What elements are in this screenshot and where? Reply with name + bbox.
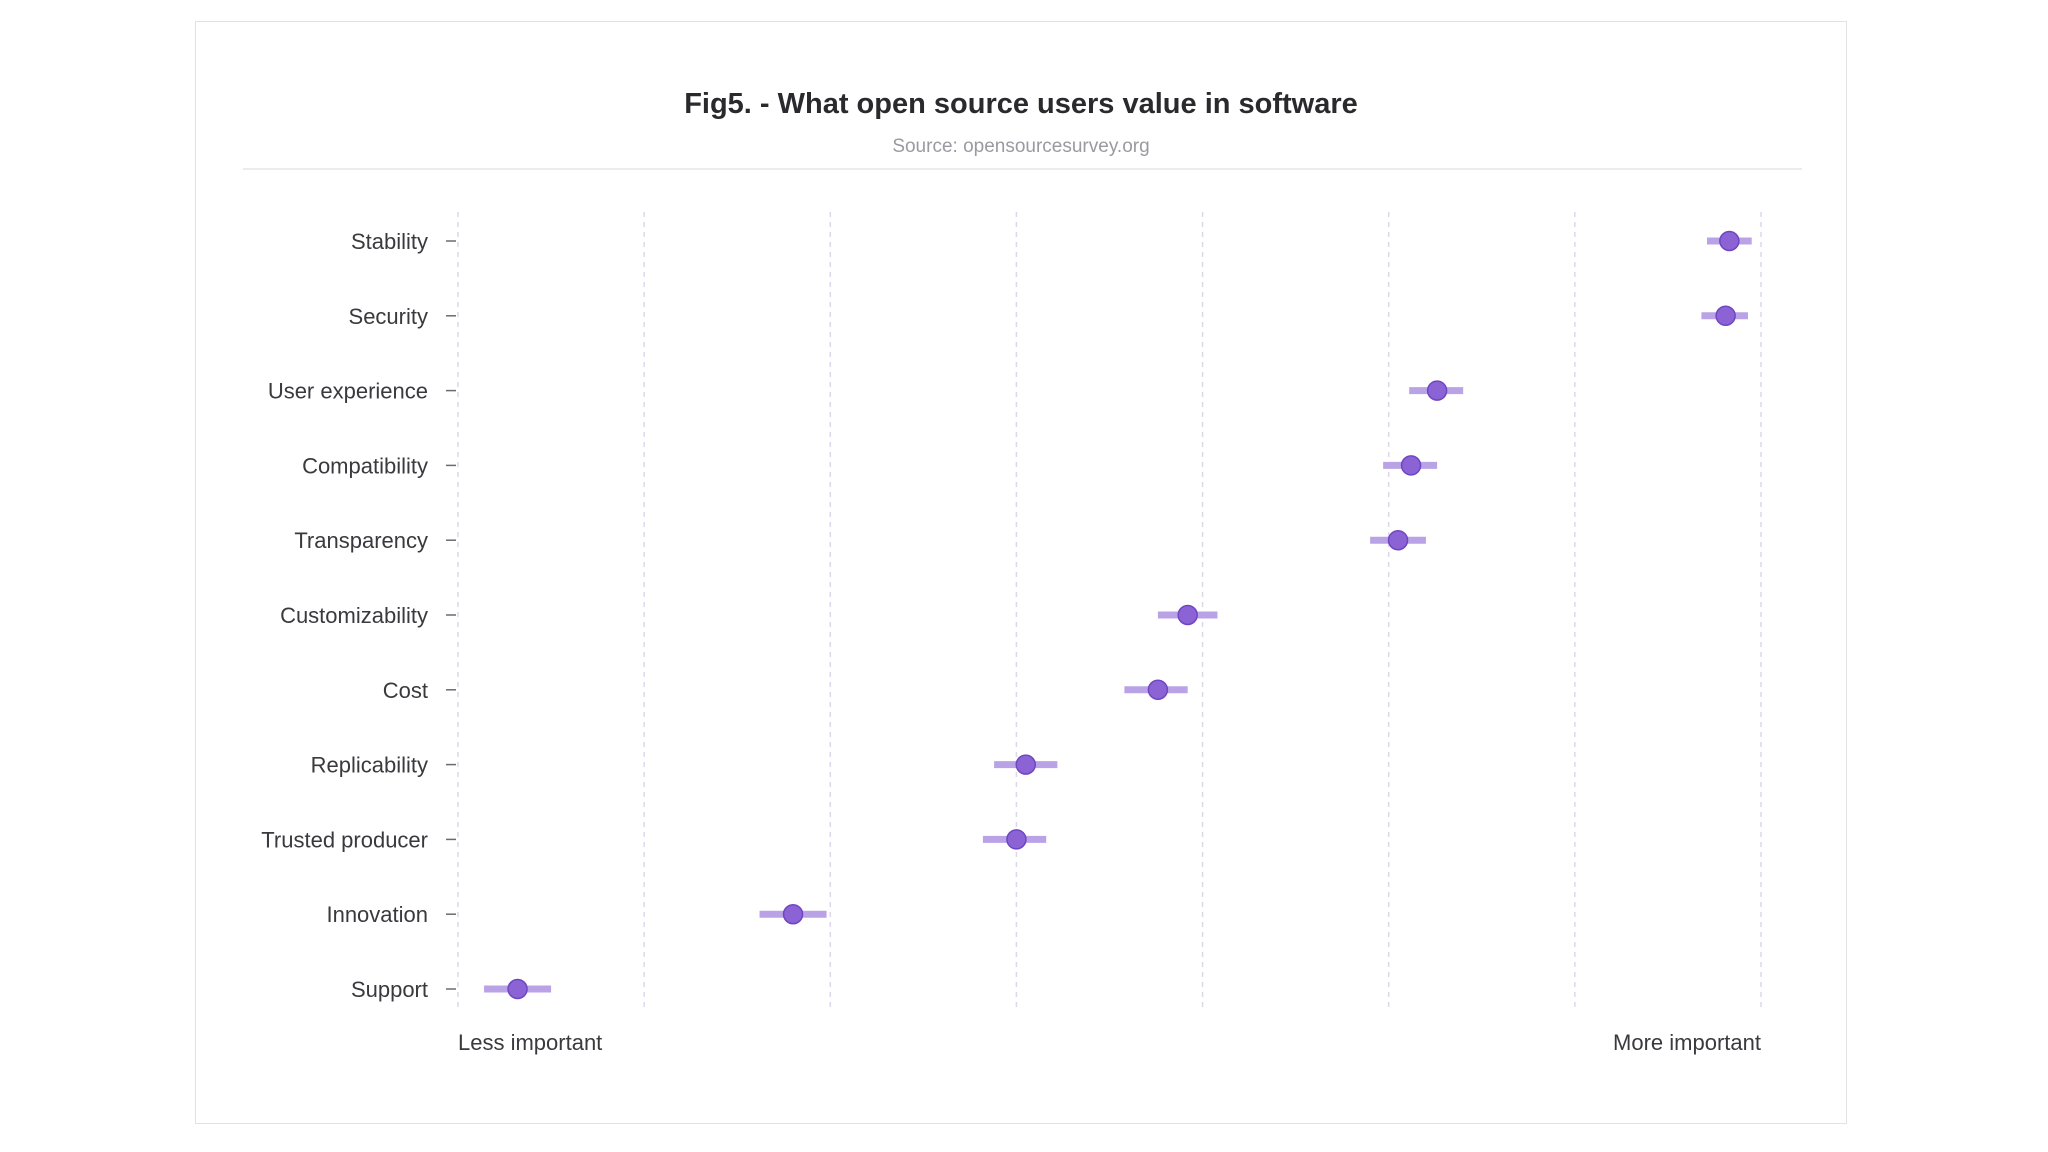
grid-lines xyxy=(457,212,1762,1010)
data-point xyxy=(1715,305,1736,327)
y-tick-label: User experience xyxy=(268,379,428,404)
y-tick-label: Support xyxy=(351,977,428,1002)
y-tick-label: Security xyxy=(349,304,428,329)
y-tick-label: Replicability xyxy=(311,753,428,778)
data-point xyxy=(1177,604,1198,626)
data-point xyxy=(1400,455,1422,476)
x-axis-label-right: More important xyxy=(1613,1030,1761,1055)
x-axis-label-left: Less important xyxy=(458,1030,602,1055)
chart-card: Fig5. - What open source users value in … xyxy=(195,21,1847,1124)
y-tick-label: Customizability xyxy=(280,603,428,628)
chart-subtitle: Source: opensourcesurvey.org xyxy=(892,136,1150,157)
y-tick-label: Cost xyxy=(383,678,428,703)
data-point xyxy=(1015,754,1036,775)
data-point xyxy=(1147,679,1169,701)
chart-title: Fig5. - What open source users value in … xyxy=(684,88,1358,120)
y-tick-label: Trusted producer xyxy=(261,827,428,852)
y-tick-label: Compatibility xyxy=(302,453,428,478)
title-divider xyxy=(243,168,1802,170)
y-tick-label: Transparency xyxy=(294,528,428,553)
data-point xyxy=(1426,380,1448,401)
data-point xyxy=(782,903,804,925)
y-tick-label: Stability xyxy=(351,229,428,254)
data-point xyxy=(1387,529,1409,551)
data-point xyxy=(1719,230,1740,252)
data-marks xyxy=(484,230,1752,1000)
data-point xyxy=(507,978,528,1000)
data-point xyxy=(1006,829,1027,850)
y-axis: Stability Security User experience Compatib… xyxy=(261,229,456,1002)
y-tick-label: Innovation xyxy=(326,902,428,927)
